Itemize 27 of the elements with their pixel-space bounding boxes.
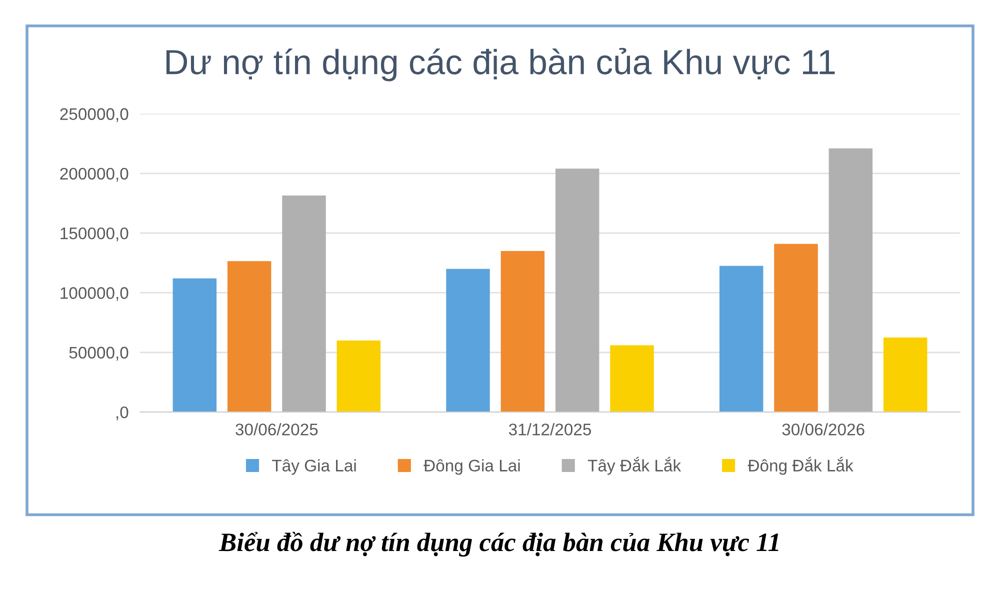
bar [883, 337, 928, 412]
legend-label: Tây Gia Lai [272, 459, 356, 475]
bar [555, 168, 600, 412]
bar [774, 244, 818, 412]
bar [336, 340, 381, 412]
text: Biểu đồ dư nợ tín dụng các địa bàn của Khu vực 11 [218, 532, 778, 557]
bar [719, 266, 764, 412]
x-tick-label: 30/06/2026 [782, 423, 864, 436]
bar [446, 268, 490, 412]
legend-label: Tây Đắk Lắk [588, 456, 682, 475]
bar [500, 250, 545, 412]
y-tick-label: 150000,0 [60, 227, 128, 242]
legend-label: Đông Gia Lai [424, 459, 520, 475]
x-tick-label: 30/06/2025 [236, 423, 318, 436]
y-tick-label: ,0 [116, 406, 128, 420]
legend-label: Đông Đắk Lắk [748, 456, 854, 475]
bar [610, 345, 654, 412]
y-tick-label: 200000,0 [60, 168, 128, 182]
chart-title: Dư nợ tín dụng các địa bàn của Khu vực 11 [166, 48, 835, 82]
y-tick-label: 250000,0 [60, 108, 128, 122]
bar [282, 196, 326, 412]
y-tick-label: 50000,0 [69, 346, 128, 361]
bar [828, 148, 873, 412]
bar [227, 261, 272, 412]
y-tick-label: 100000,0 [60, 287, 128, 301]
bar [172, 278, 217, 412]
x-tick-label: 31/12/2025 [508, 423, 592, 436]
